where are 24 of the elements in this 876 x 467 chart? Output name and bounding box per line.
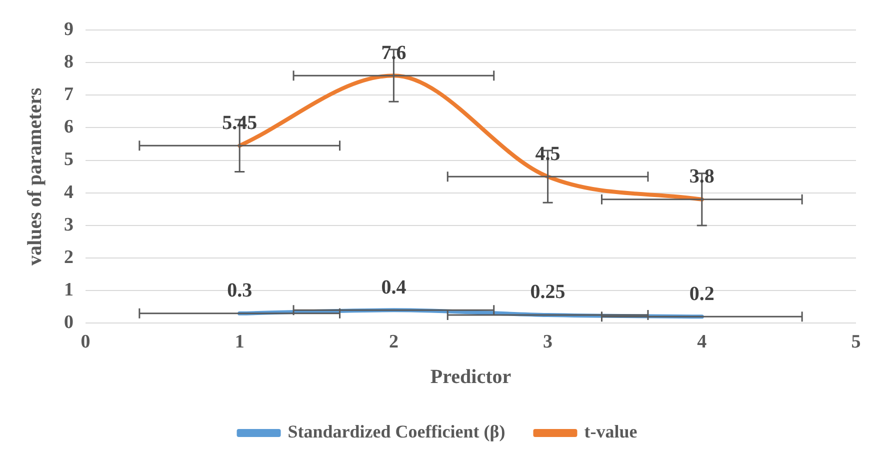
data-label: 0.3 <box>227 280 252 302</box>
y-tick-label: 6 <box>64 116 74 138</box>
y-tick-label: 8 <box>64 51 74 72</box>
x-tick-label: 2 <box>388 332 398 353</box>
y-axis-title: values of parameters <box>24 88 46 266</box>
y-tick-label: 9 <box>64 18 74 40</box>
y-tick-label: 5 <box>64 149 74 170</box>
x-axis-title: Predictor <box>430 366 512 388</box>
data-label: 0.4 <box>381 276 406 298</box>
y-tick-label: 3 <box>64 214 74 236</box>
x-tick-label: 4 <box>697 332 708 353</box>
y-tick-label: 0 <box>64 312 74 334</box>
data-label: 0.2 <box>689 282 714 305</box>
y-tick-label: 2 <box>64 246 74 268</box>
legend-label: t-value <box>584 422 638 442</box>
x-tick-label: 3 <box>543 332 553 353</box>
y-tick-label: 7 <box>64 84 74 106</box>
y-tick-label: 1 <box>64 280 74 301</box>
x-tick-label: 0 <box>80 332 90 353</box>
y-tick-label: 4 <box>64 182 74 203</box>
x-tick-label: 1 <box>234 332 244 353</box>
legend-label: Standardized Coefficient (β) <box>288 422 506 442</box>
x-tick-label: 5 <box>851 332 861 353</box>
data-label: 0.25 <box>530 281 566 304</box>
